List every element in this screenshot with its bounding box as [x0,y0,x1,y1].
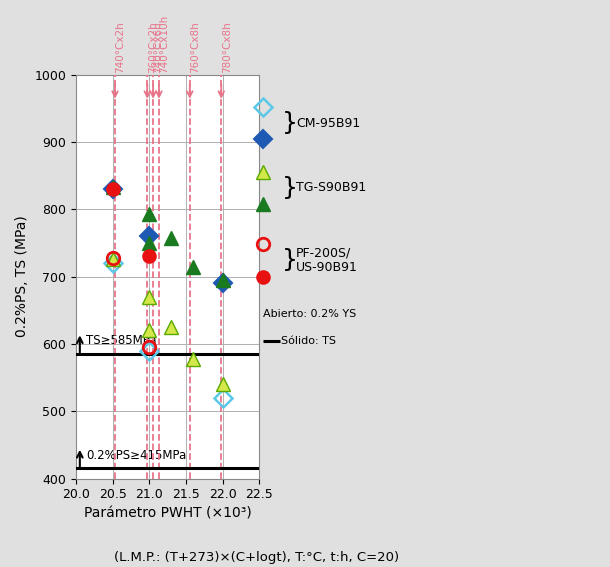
Text: PF-200S/
US-90B91: PF-200S/ US-90B91 [296,247,358,274]
Text: 740°Cx6h: 740°Cx6h [154,22,163,73]
Text: 780°Cx8h: 780°Cx8h [221,22,232,73]
Text: (L.M.P.: (T+273)×(C+logt), T:°C, t:h, C=20): (L.M.P.: (T+273)×(C+logt), T:°C, t:h, C=… [113,551,399,564]
Text: }: } [281,248,298,273]
Text: 760°Cx2h: 760°Cx2h [148,22,158,73]
X-axis label: Parámetro PWHT (×10³): Parámetro PWHT (×10³) [84,507,252,521]
Text: }: } [281,176,298,200]
Text: Sólido: TS: Sólido: TS [281,336,336,346]
Text: 0.2%PS≥415MPa: 0.2%PS≥415MPa [87,448,187,462]
Text: 760°Cx8h: 760°Cx8h [190,22,200,73]
Text: TS≥585MPa: TS≥585MPa [87,335,157,348]
Text: 740°Cx10h: 740°Cx10h [159,15,170,73]
Text: CM-95B91: CM-95B91 [296,117,361,130]
Text: TG-S90B91: TG-S90B91 [296,181,366,194]
Text: }: } [281,111,298,135]
Text: Abierto: 0.2% YS: Abierto: 0.2% YS [263,309,356,319]
Y-axis label: 0.2%PS, TS (MPa): 0.2%PS, TS (MPa) [15,216,29,337]
Text: 740°Cx2h: 740°Cx2h [115,22,126,73]
